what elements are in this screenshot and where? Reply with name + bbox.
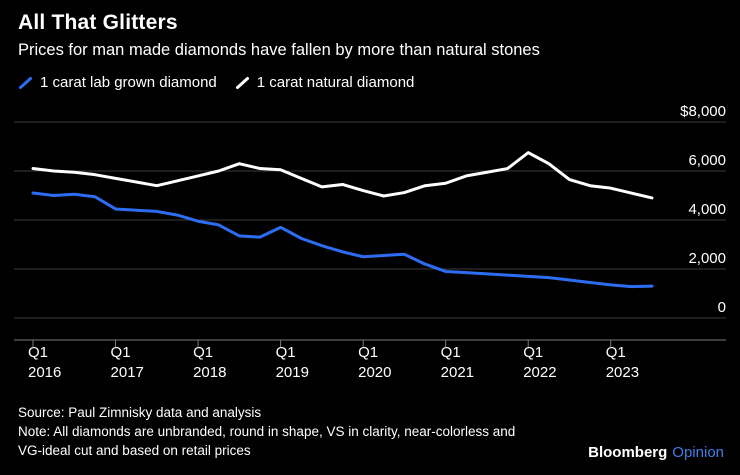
opinion-wordmark: Opinion	[672, 444, 724, 461]
source-line: Source: Paul Zimnisky data and analysis	[18, 405, 262, 420]
series-line	[31, 151, 654, 200]
y-axis-label: 2,000	[688, 250, 726, 267]
x-axis-year-label: 2016	[28, 364, 61, 381]
natural-line-icon	[235, 76, 249, 89]
chart-subtitle: Prices for man made diamonds have fallen…	[18, 41, 540, 59]
legend-item-natural: 1 carat natural diamond	[235, 74, 415, 91]
x-axis-year-label: 2018	[193, 364, 226, 381]
x-axis-quarter-label: Q1	[111, 344, 131, 361]
legend-label-natural: 1 carat natural diamond	[256, 74, 415, 91]
chart-title: All That Glitters	[18, 11, 178, 34]
legend-label-lab-grown: 1 carat lab grown diamond	[40, 74, 217, 91]
x-axis-quarter-label: Q1	[358, 344, 378, 361]
x-axis-year-label: 2022	[523, 364, 556, 381]
x-axis-year-label: 2020	[358, 364, 391, 381]
y-axis-label: 0	[718, 299, 726, 316]
x-axis-quarter-label: Q1	[193, 344, 213, 361]
y-axis-label: $8,000	[680, 103, 726, 120]
note-line-2: VG-ideal cut and based on retail prices	[18, 443, 251, 458]
line-chart: 0 2,000 4,000 6,000 $8,000 Q1 2016 Q1 2017 Q1 2018…	[14, 103, 726, 381]
x-axis-year-label: 2021	[441, 364, 474, 381]
lab-grown-line-icon	[19, 76, 32, 89]
x-axis-quarter-label: Q1	[606, 344, 626, 361]
x-axis-year-label: 2019	[276, 364, 309, 381]
bloomberg-wordmark: Bloomberg	[588, 444, 668, 461]
chart-legend: 1 carat lab grown diamond 1 carat natura…	[18, 74, 414, 91]
x-axis-year-label: 2023	[606, 364, 639, 381]
note-line-1: Note: All diamonds are unbranded, round …	[18, 424, 516, 439]
legend-item-lab-grown: 1 carat lab grown diamond	[18, 74, 217, 91]
series-line	[31, 191, 654, 289]
y-axis-label: 6,000	[688, 152, 726, 169]
y-axis-label: 4,000	[688, 201, 726, 218]
x-axis-quarter-label: Q1	[28, 344, 48, 361]
x-axis-quarter-label: Q1	[276, 344, 296, 361]
x-axis-quarter-label: Q1	[523, 344, 543, 361]
x-axis-quarter-label: Q1	[441, 344, 461, 361]
bloomberg-opinion-logo: Bloomberg Opinion	[588, 444, 724, 461]
x-axis-year-label: 2017	[111, 364, 144, 381]
chart-footer: Source: Paul Zimnisky data and analysis …	[18, 403, 515, 460]
